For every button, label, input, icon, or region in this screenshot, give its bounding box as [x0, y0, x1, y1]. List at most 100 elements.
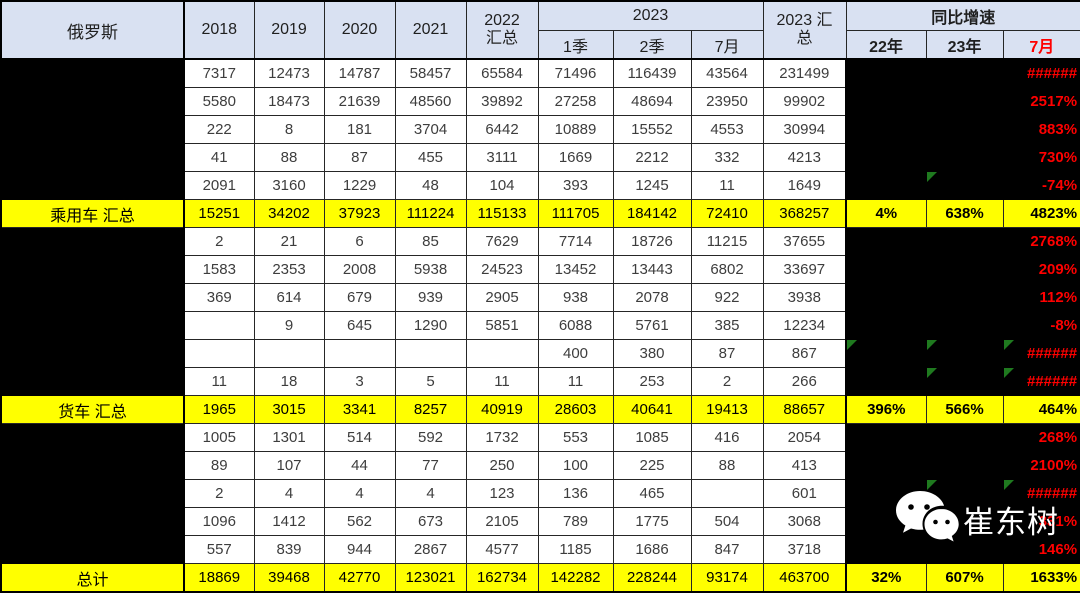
value-cell[interactable]: 19413	[690, 395, 764, 424]
value-cell[interactable]: 21	[253, 227, 325, 256]
value-cell[interactable]: 48560	[394, 87, 467, 116]
value-cell[interactable]: 5851	[465, 311, 539, 340]
value-cell[interactable]: 1245	[612, 171, 692, 200]
value-cell[interactable]: 222	[183, 115, 255, 144]
growth-cell[interactable]	[845, 451, 927, 480]
value-cell[interactable]: 557	[183, 535, 255, 564]
value-cell[interactable]: 3015	[253, 395, 325, 424]
value-cell[interactable]: 553	[537, 423, 614, 452]
value-cell[interactable]: 7317	[183, 58, 255, 88]
value-cell[interactable]: 2212	[612, 143, 692, 172]
growth-cell[interactable]: ######	[1002, 339, 1080, 368]
value-cell[interactable]: 592	[394, 423, 467, 452]
growth-cell[interactable]: 32%	[845, 563, 927, 593]
growth-cell[interactable]	[845, 507, 927, 536]
value-cell[interactable]: 13452	[537, 255, 614, 284]
value-cell[interactable]: 88	[253, 143, 325, 172]
value-cell[interactable]: 3938	[762, 283, 847, 312]
value-cell[interactable]: 6802	[690, 255, 764, 284]
value-cell[interactable]: 1185	[537, 535, 614, 564]
value-cell[interactable]: 228244	[612, 563, 692, 593]
value-cell[interactable]: 2353	[253, 255, 325, 284]
value-cell[interactable]: 115133	[465, 199, 539, 228]
growth-cell[interactable]	[845, 255, 927, 284]
row-label-cell[interactable]	[0, 507, 185, 536]
value-cell[interactable]: 87	[323, 143, 396, 172]
col-header-q2[interactable]: 2季	[612, 30, 692, 60]
value-cell[interactable]: 3341	[323, 395, 396, 424]
value-cell[interactable]: 944	[323, 535, 396, 564]
value-cell[interactable]: 111224	[394, 199, 467, 228]
row-label-cell[interactable]	[0, 58, 185, 88]
value-cell[interactable]: 41	[183, 143, 255, 172]
value-cell[interactable]	[394, 339, 467, 368]
value-cell[interactable]: 922	[690, 283, 764, 312]
value-cell[interactable]: 416	[690, 423, 764, 452]
value-cell[interactable]: 28603	[537, 395, 614, 424]
value-cell[interactable]: 504	[690, 507, 764, 536]
row-label-cell[interactable]	[0, 87, 185, 116]
growth-cell[interactable]	[925, 339, 1004, 368]
value-cell[interactable]: 181	[323, 115, 396, 144]
value-cell[interactable]: 8257	[394, 395, 467, 424]
value-cell[interactable]: 1290	[394, 311, 467, 340]
growth-cell[interactable]	[845, 227, 927, 256]
value-cell[interactable]: 11215	[690, 227, 764, 256]
growth-cell[interactable]: 607%	[925, 563, 1004, 593]
growth-cell[interactable]	[845, 115, 927, 144]
value-cell[interactable]: 30994	[762, 115, 847, 144]
growth-cell[interactable]	[845, 171, 927, 200]
value-cell[interactable]: 42770	[323, 563, 396, 593]
value-cell[interactable]: 2078	[612, 283, 692, 312]
value-cell[interactable]: 645	[323, 311, 396, 340]
col-header-growth-2022[interactable]: 22年	[845, 30, 927, 60]
value-cell[interactable]: 87	[690, 339, 764, 368]
value-cell[interactable]	[465, 339, 539, 368]
value-cell[interactable]: 40919	[465, 395, 539, 424]
value-cell[interactable]: 11	[537, 367, 614, 396]
value-cell[interactable]: 332	[690, 143, 764, 172]
value-cell[interactable]: 48	[394, 171, 467, 200]
value-cell[interactable]: 23950	[690, 87, 764, 116]
growth-cell[interactable]	[845, 143, 927, 172]
value-cell[interactable]: 18	[253, 367, 325, 396]
value-cell[interactable]: 789	[537, 507, 614, 536]
value-cell[interactable]: 839	[253, 535, 325, 564]
value-cell[interactable]: 136	[537, 479, 614, 508]
growth-cell[interactable]	[845, 87, 927, 116]
row-label-cell[interactable]	[0, 535, 185, 564]
growth-cell[interactable]	[925, 451, 1004, 480]
col-header-2018[interactable]: 2018	[183, 0, 255, 60]
growth-cell[interactable]: ######	[1002, 479, 1080, 508]
value-cell[interactable]: 13443	[612, 255, 692, 284]
growth-cell[interactable]	[925, 367, 1004, 396]
value-cell[interactable]: 368257	[762, 199, 847, 228]
value-cell[interactable]: 253	[612, 367, 692, 396]
value-cell[interactable]: 39892	[465, 87, 539, 116]
value-cell[interactable]: 4	[323, 479, 396, 508]
value-cell[interactable]: 77	[394, 451, 467, 480]
growth-cell[interactable]	[925, 115, 1004, 144]
row-label-cell[interactable]	[0, 423, 185, 452]
value-cell[interactable]: 27258	[537, 87, 614, 116]
value-cell[interactable]: 225	[612, 451, 692, 480]
growth-cell[interactable]	[845, 283, 927, 312]
value-cell[interactable]: 3	[323, 367, 396, 396]
value-cell[interactable]: 2	[690, 367, 764, 396]
value-cell[interactable]: 11	[465, 367, 539, 396]
growth-cell[interactable]: 883%	[1002, 115, 1080, 144]
growth-cell[interactable]	[925, 255, 1004, 284]
value-cell[interactable]: 18869	[183, 563, 255, 593]
value-cell[interactable]: 601	[762, 479, 847, 508]
value-cell[interactable]: 1412	[253, 507, 325, 536]
value-cell[interactable]: 938	[537, 283, 614, 312]
growth-cell[interactable]: 331%	[1002, 507, 1080, 536]
growth-cell[interactable]: 638%	[925, 199, 1004, 228]
value-cell[interactable]: 413	[762, 451, 847, 480]
col-header-2021[interactable]: 2021	[394, 0, 467, 60]
col-header-growth-2023[interactable]: 23年	[925, 30, 1004, 60]
growth-cell[interactable]	[925, 535, 1004, 564]
value-cell[interactable]: 1775	[612, 507, 692, 536]
value-cell[interactable]: 37655	[762, 227, 847, 256]
row-label-cell[interactable]: 货车 汇总	[0, 395, 185, 424]
